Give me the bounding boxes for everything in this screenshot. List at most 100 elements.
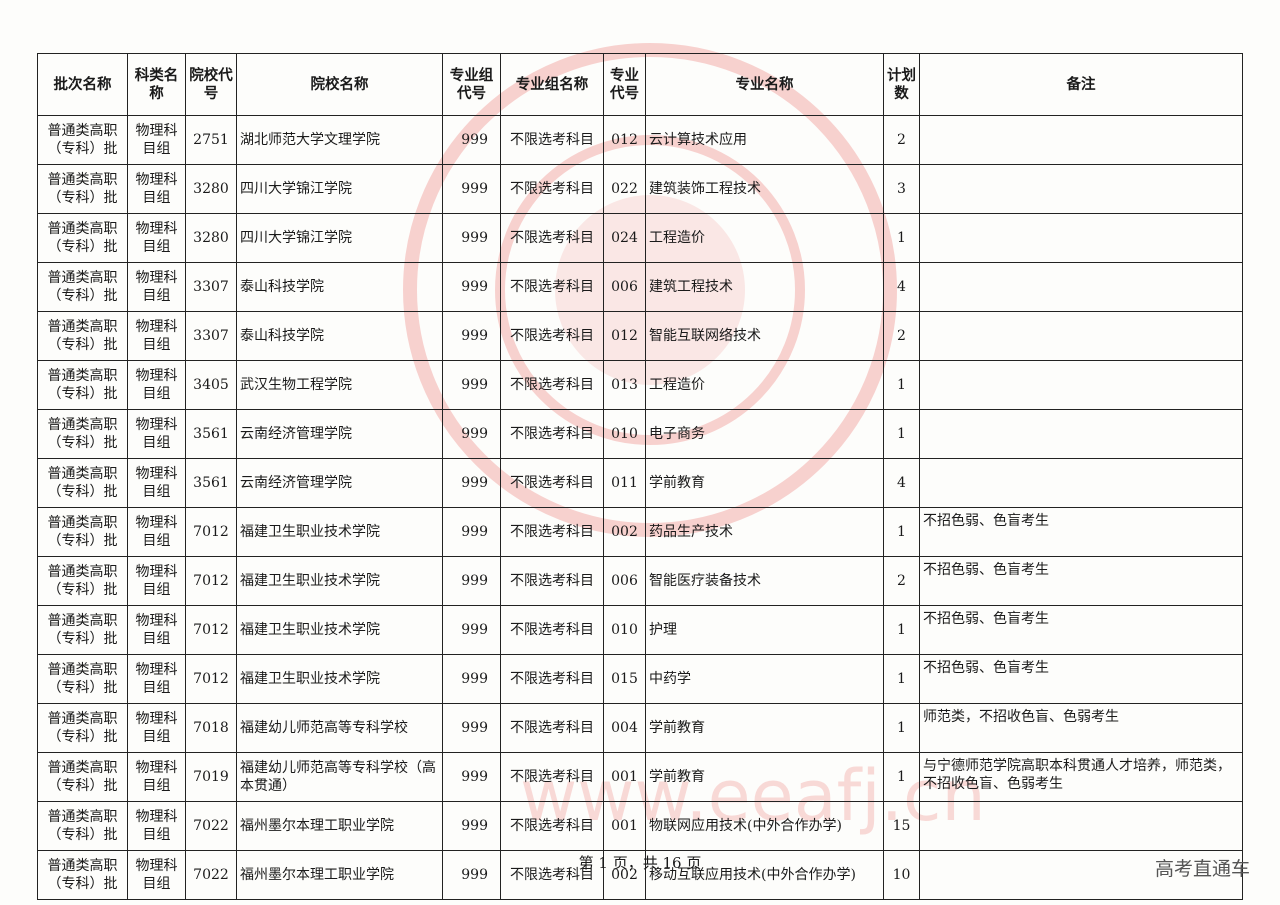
cell-major-code: 004 [603, 703, 646, 753]
cell-major-code: 002 [603, 850, 646, 900]
cell-major: 智能医疗装备技术 [645, 556, 884, 606]
table-row: 普通类高职（专科）批 物理科目组 7012 福建卫生职业技术学院 999 不限选考科目 01… [37, 605, 1243, 655]
cell-code: 7012 [185, 654, 237, 704]
table-row: 普通类高职（专科）批 物理科目组 3307 泰山科技学院 999 不限选考科目 006 建筑工… [37, 262, 1243, 312]
cell-subject: 物理科目组 [127, 115, 186, 165]
table-row: 普通类高职（专科）批 物理科目组 3280 四川大学锦江学院 999 不限选考科目 024 工… [37, 213, 1243, 263]
cell-major: 建筑工程技术 [645, 262, 884, 312]
cell-group: 999 [442, 801, 501, 851]
admission-plan-table: 批次名称 科类名称 院校代号 院校名称 专业组代号 专业组名称 专业代号 专业名称 计划数 备注 … [37, 53, 1243, 900]
cell-subject: 物理科目组 [127, 703, 186, 753]
cell-group-name: 不限选考科目 [500, 556, 604, 606]
cell-code: 3561 [185, 458, 237, 508]
cell-school: 云南经济管理学院 [236, 409, 443, 459]
cell-plan: 1 [883, 213, 920, 263]
cell-group-name: 不限选考科目 [500, 507, 604, 557]
cell-batch: 普通类高职（专科）批 [37, 507, 128, 557]
table-row: 普通类高职（专科）批 物理科目组 3280 四川大学锦江学院 999 不限选考科目 022 建… [37, 164, 1243, 214]
cell-batch: 普通类高职（专科）批 [37, 850, 128, 900]
cell-batch: 普通类高职（专科）批 [37, 311, 128, 361]
table-row: 普通类高职（专科）批 物理科目组 3307 泰山科技学院 999 不限选考科目 012 智能互… [37, 311, 1243, 361]
cell-code: 3307 [185, 311, 237, 361]
cell-school: 福建卫生职业技术学院 [236, 654, 443, 704]
cell-code: 3405 [185, 360, 237, 410]
cell-batch: 普通类高职（专科）批 [37, 164, 128, 214]
table-row: 普通类高职（专科）批 物理科目组 7019 福建幼儿师范高等专科学校（高本贯通） 999… [37, 752, 1243, 802]
cell-code: 7012 [185, 556, 237, 606]
cell-subject: 物理科目组 [127, 360, 186, 410]
cell-major-code: 011 [603, 458, 646, 508]
cell-group: 999 [442, 654, 501, 704]
cell-note: 与宁德师范学院高职本科贯通人才培养，师范类，不招收色盲、色弱考生 [919, 752, 1243, 802]
table-row: 普通类高职（专科）批 物理科目组 7018 福建幼儿师范高等专科学校 999 不限选考科目… [37, 703, 1243, 753]
cell-subject: 物理科目组 [127, 752, 186, 802]
cell-note [919, 262, 1243, 312]
column-header: 科类名称 [127, 53, 186, 116]
table-row: 普通类高职（专科）批 物理科目组 3561 云南经济管理学院 999 不限选考科目 011 学… [37, 458, 1243, 508]
table-row: 普通类高职（专科）批 物理科目组 7012 福建卫生职业技术学院 999 不限选考科目 01… [37, 654, 1243, 704]
cell-major-code: 015 [603, 654, 646, 704]
cell-code: 3561 [185, 409, 237, 459]
cell-batch: 普通类高职（专科）批 [37, 458, 128, 508]
cell-group: 999 [442, 409, 501, 459]
cell-note [919, 115, 1243, 165]
cell-plan: 4 [883, 458, 920, 508]
cell-note [919, 458, 1243, 508]
cell-group-name: 不限选考科目 [500, 605, 604, 655]
cell-school: 福建卫生职业技术学院 [236, 605, 443, 655]
cell-plan: 1 [883, 654, 920, 704]
cell-plan: 2 [883, 556, 920, 606]
cell-batch: 普通类高职（专科）批 [37, 703, 128, 753]
cell-major-code: 006 [603, 556, 646, 606]
cell-subject: 物理科目组 [127, 164, 186, 214]
cell-note [919, 164, 1243, 214]
cell-major-code: 002 [603, 507, 646, 557]
cell-code: 3307 [185, 262, 237, 312]
cell-group-name: 不限选考科目 [500, 311, 604, 361]
cell-note: 不招色弱、色盲考生 [919, 605, 1243, 655]
cell-school: 福建卫生职业技术学院 [236, 507, 443, 557]
column-header: 专业组代号 [442, 53, 501, 116]
table-row: 普通类高职（专科）批 物理科目组 3561 云南经济管理学院 999 不限选考科目 010 电… [37, 409, 1243, 459]
cell-major-code: 022 [603, 164, 646, 214]
cell-major: 移动互联应用技术(中外合作办学) [645, 850, 884, 900]
cell-subject: 物理科目组 [127, 311, 186, 361]
cell-major: 建筑装饰工程技术 [645, 164, 884, 214]
cell-note: 不招色弱、色盲考生 [919, 556, 1243, 606]
cell-subject: 物理科目组 [127, 850, 186, 900]
cell-subject: 物理科目组 [127, 213, 186, 263]
cell-note [919, 213, 1243, 263]
brand-watermark: 高考直通车 [1154, 858, 1250, 880]
cell-major-code: 001 [603, 801, 646, 851]
cell-group-name: 不限选考科目 [500, 801, 604, 851]
cell-group: 999 [442, 850, 501, 900]
column-header: 批次名称 [37, 53, 128, 116]
column-header: 院校代号 [185, 53, 237, 116]
cell-school: 福建卫生职业技术学院 [236, 556, 443, 606]
cell-plan: 10 [883, 850, 920, 900]
cell-major: 学前教育 [645, 458, 884, 508]
cell-major: 工程造价 [645, 360, 884, 410]
cell-subject: 物理科目组 [127, 556, 186, 606]
cell-major: 护理 [645, 605, 884, 655]
cell-code: 7012 [185, 605, 237, 655]
cell-code: 3280 [185, 164, 237, 214]
cell-code: 7018 [185, 703, 237, 753]
cell-major: 药品生产技术 [645, 507, 884, 557]
cell-major: 中药学 [645, 654, 884, 704]
cell-school: 四川大学锦江学院 [236, 213, 443, 263]
cell-note [919, 360, 1243, 410]
cell-code: 7022 [185, 850, 237, 900]
table-row: 普通类高职（专科）批 物理科目组 7012 福建卫生职业技术学院 999 不限选考科目 00… [37, 556, 1243, 606]
column-header: 院校名称 [236, 53, 443, 116]
cell-group: 999 [442, 360, 501, 410]
cell-group: 999 [442, 262, 501, 312]
cell-note [919, 801, 1243, 851]
cell-batch: 普通类高职（专科）批 [37, 654, 128, 704]
cell-major-code: 001 [603, 752, 646, 802]
cell-note [919, 409, 1243, 459]
cell-school: 泰山科技学院 [236, 262, 443, 312]
table-row: 普通类高职（专科）批 物理科目组 7022 福州墨尔本理工职业学院 999 不限选考科目 0… [37, 801, 1243, 851]
cell-major-code: 012 [603, 311, 646, 361]
cell-major: 学前教育 [645, 752, 884, 802]
